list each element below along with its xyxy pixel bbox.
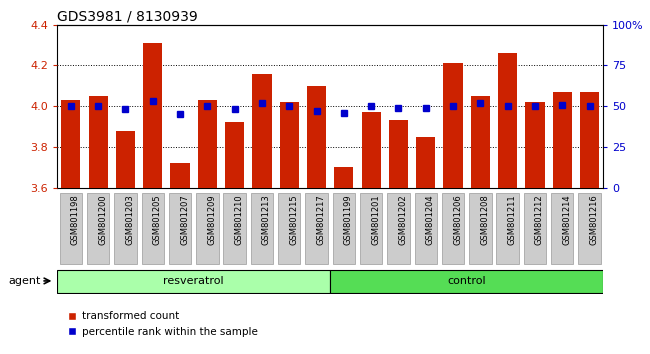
- Text: GSM801216: GSM801216: [590, 194, 599, 245]
- FancyBboxPatch shape: [387, 193, 410, 264]
- Bar: [525, 102, 545, 188]
- Text: GDS3981 / 8130939: GDS3981 / 8130939: [57, 10, 198, 24]
- Text: GSM801206: GSM801206: [453, 194, 462, 245]
- Bar: [198, 100, 217, 188]
- Text: GSM801202: GSM801202: [398, 194, 408, 245]
- Bar: [580, 92, 599, 188]
- Text: GSM801203: GSM801203: [125, 194, 135, 245]
- Legend: transformed count, percentile rank within the sample: transformed count, percentile rank withi…: [62, 307, 262, 341]
- Text: GSM801207: GSM801207: [180, 194, 189, 245]
- Text: GSM801217: GSM801217: [317, 194, 326, 245]
- Bar: [471, 96, 490, 188]
- FancyBboxPatch shape: [196, 193, 218, 264]
- Bar: [61, 100, 81, 188]
- Bar: [225, 122, 244, 188]
- FancyBboxPatch shape: [469, 193, 491, 264]
- Text: GSM801200: GSM801200: [98, 194, 107, 245]
- FancyBboxPatch shape: [497, 193, 519, 264]
- Bar: [334, 167, 354, 188]
- Bar: [443, 63, 463, 188]
- FancyBboxPatch shape: [578, 193, 601, 264]
- Text: resveratrol: resveratrol: [163, 276, 224, 286]
- Text: GSM801211: GSM801211: [508, 194, 517, 245]
- Text: control: control: [447, 276, 486, 286]
- FancyBboxPatch shape: [524, 193, 546, 264]
- FancyBboxPatch shape: [60, 193, 82, 264]
- Text: GSM801215: GSM801215: [289, 194, 298, 245]
- Bar: [116, 131, 135, 188]
- Bar: [252, 74, 272, 188]
- Text: GSM801214: GSM801214: [562, 194, 571, 245]
- Bar: [143, 43, 162, 188]
- Bar: [416, 137, 436, 188]
- Text: GSM801205: GSM801205: [153, 194, 162, 245]
- Bar: [498, 53, 517, 188]
- FancyBboxPatch shape: [278, 193, 300, 264]
- FancyBboxPatch shape: [551, 193, 573, 264]
- FancyBboxPatch shape: [114, 193, 136, 264]
- Bar: [361, 112, 381, 188]
- FancyBboxPatch shape: [169, 193, 191, 264]
- Text: GSM801199: GSM801199: [344, 194, 353, 245]
- Bar: [389, 120, 408, 188]
- Text: GSM801210: GSM801210: [235, 194, 244, 245]
- Bar: [88, 96, 108, 188]
- FancyBboxPatch shape: [87, 193, 109, 264]
- Text: GSM801198: GSM801198: [71, 194, 80, 245]
- FancyBboxPatch shape: [360, 193, 382, 264]
- Text: GSM801209: GSM801209: [207, 194, 216, 245]
- Bar: [280, 102, 299, 188]
- FancyBboxPatch shape: [57, 270, 330, 292]
- FancyBboxPatch shape: [251, 193, 273, 264]
- Text: GSM801201: GSM801201: [371, 194, 380, 245]
- Text: GSM801204: GSM801204: [426, 194, 435, 245]
- Text: GSM801208: GSM801208: [480, 194, 489, 245]
- FancyBboxPatch shape: [415, 193, 437, 264]
- FancyBboxPatch shape: [306, 193, 328, 264]
- FancyBboxPatch shape: [142, 193, 164, 264]
- FancyBboxPatch shape: [224, 193, 246, 264]
- Bar: [170, 163, 190, 188]
- Bar: [552, 92, 572, 188]
- Bar: [307, 86, 326, 188]
- FancyBboxPatch shape: [333, 193, 355, 264]
- FancyBboxPatch shape: [330, 270, 603, 292]
- FancyBboxPatch shape: [442, 193, 464, 264]
- Text: GSM801213: GSM801213: [262, 194, 271, 245]
- Text: GSM801212: GSM801212: [535, 194, 544, 245]
- Text: agent: agent: [8, 276, 41, 286]
